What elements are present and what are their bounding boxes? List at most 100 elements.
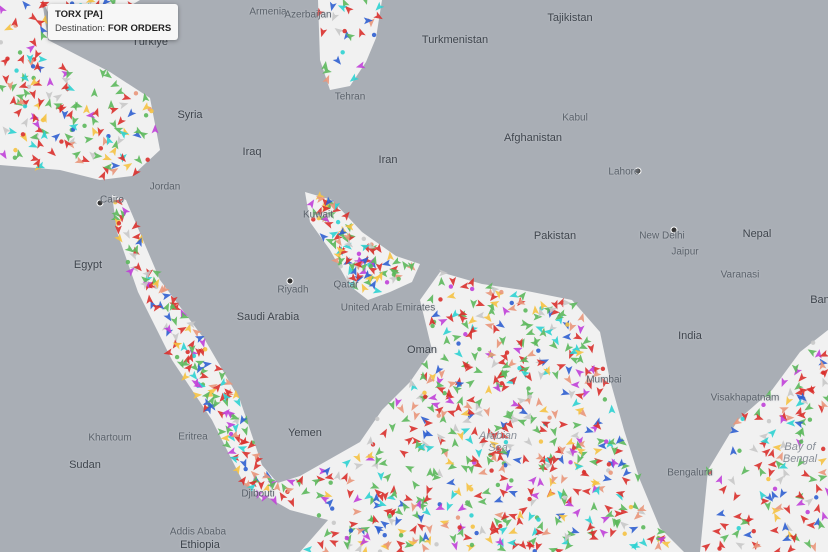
vessel-marker[interactable] xyxy=(124,244,136,255)
vessel-marker[interactable] xyxy=(388,266,399,277)
vessel-marker[interactable] xyxy=(330,506,335,511)
vessel-marker[interactable] xyxy=(104,135,114,146)
vessel-marker[interactable] xyxy=(416,443,426,451)
vessel-marker[interactable] xyxy=(323,219,334,229)
vessel-marker[interactable] xyxy=(565,322,570,327)
vessel-marker[interactable] xyxy=(15,149,24,159)
vessel-marker[interactable] xyxy=(715,474,725,485)
vessel-marker[interactable] xyxy=(118,100,130,110)
vessel-marker[interactable] xyxy=(378,459,388,467)
vessel-marker[interactable] xyxy=(534,528,545,536)
vessel-marker[interactable] xyxy=(507,539,517,547)
vessel-marker[interactable] xyxy=(426,293,437,304)
vessel-marker[interactable] xyxy=(460,319,472,331)
vessel-marker[interactable] xyxy=(528,497,538,508)
vessel-marker[interactable] xyxy=(409,478,421,490)
vessel-marker[interactable] xyxy=(375,262,384,273)
vessel-marker[interactable] xyxy=(772,547,783,552)
vessel-marker[interactable] xyxy=(372,493,380,503)
vessel-marker[interactable] xyxy=(109,79,120,90)
vessel-marker[interactable] xyxy=(117,152,128,164)
vessel-marker[interactable] xyxy=(523,308,528,313)
vessel-marker[interactable] xyxy=(45,91,53,101)
vessel-marker[interactable] xyxy=(488,306,496,316)
vessel-marker[interactable] xyxy=(439,414,447,424)
vessel-marker[interactable] xyxy=(375,270,386,281)
vessel-marker[interactable] xyxy=(473,491,483,500)
vessel-marker[interactable] xyxy=(445,312,457,324)
vessel-marker[interactable] xyxy=(22,98,30,109)
vessel-marker[interactable] xyxy=(393,397,403,408)
vessel-marker[interactable] xyxy=(477,468,488,477)
vessel-marker[interactable] xyxy=(469,286,475,292)
vessel-marker[interactable] xyxy=(131,233,142,241)
vessel-marker[interactable] xyxy=(536,477,545,487)
vessel-marker[interactable] xyxy=(381,259,392,268)
vessel-marker[interactable] xyxy=(98,146,104,151)
vessel-marker[interactable] xyxy=(422,390,427,396)
vessel-marker[interactable] xyxy=(430,310,441,320)
vessel-marker[interactable] xyxy=(364,272,376,284)
vessel-marker[interactable] xyxy=(224,408,236,419)
vessel-marker[interactable] xyxy=(817,455,828,466)
vessel-marker[interactable] xyxy=(818,360,827,370)
vessel-marker[interactable] xyxy=(500,423,511,434)
vessel-marker[interactable] xyxy=(316,194,326,203)
vessel-marker[interactable] xyxy=(805,509,810,515)
vessel-marker[interactable] xyxy=(424,443,436,453)
vessel-marker[interactable] xyxy=(487,350,497,359)
vessel-marker[interactable] xyxy=(145,157,150,162)
vessel-marker[interactable] xyxy=(731,527,742,539)
vessel-marker[interactable] xyxy=(188,345,196,355)
vessel-marker[interactable] xyxy=(495,482,501,488)
vessel-marker[interactable] xyxy=(25,42,37,54)
vessel-marker[interactable] xyxy=(460,359,471,371)
vessel-marker[interactable] xyxy=(498,336,507,346)
vessel-marker[interactable] xyxy=(461,416,472,425)
vessel-marker[interactable] xyxy=(409,523,420,535)
vessel-marker[interactable] xyxy=(344,30,356,42)
vessel-marker[interactable] xyxy=(415,521,427,532)
vessel-marker[interactable] xyxy=(171,339,183,350)
vessel-marker[interactable] xyxy=(506,414,517,425)
vessel-marker[interactable] xyxy=(0,124,11,136)
vessel-marker[interactable] xyxy=(817,473,828,482)
vessel-marker[interactable] xyxy=(331,520,337,525)
vessel-marker[interactable] xyxy=(241,426,250,437)
vessel-marker[interactable] xyxy=(466,315,478,327)
vessel-marker[interactable] xyxy=(35,138,45,149)
vessel-marker[interactable] xyxy=(525,511,536,523)
vessel-marker[interactable] xyxy=(30,154,41,163)
vessel-marker[interactable] xyxy=(400,414,411,425)
vessel-marker[interactable] xyxy=(469,513,474,518)
vessel-marker[interactable] xyxy=(576,440,586,448)
vessel-marker[interactable] xyxy=(481,487,492,497)
vessel-marker[interactable] xyxy=(447,427,458,437)
vessel-marker[interactable] xyxy=(36,97,45,108)
vessel-marker[interactable] xyxy=(378,269,389,278)
vessel-marker[interactable] xyxy=(456,395,466,406)
vessel-marker[interactable] xyxy=(487,291,499,303)
vessel-marker[interactable] xyxy=(484,384,492,395)
vessel-marker[interactable] xyxy=(415,496,425,504)
vessel-marker[interactable] xyxy=(527,394,533,399)
vessel-marker[interactable] xyxy=(434,404,445,416)
vessel-marker[interactable] xyxy=(133,91,139,96)
vessel-marker[interactable] xyxy=(565,366,573,375)
vessel-marker[interactable] xyxy=(437,316,449,326)
vessel-marker[interactable] xyxy=(527,496,532,502)
vessel-marker[interactable] xyxy=(499,289,504,295)
vessel-marker[interactable] xyxy=(566,321,577,333)
vessel-marker[interactable] xyxy=(806,385,816,394)
vessel-marker[interactable] xyxy=(578,342,589,352)
vessel-marker[interactable] xyxy=(737,448,742,453)
vessel-marker[interactable] xyxy=(74,156,86,166)
vessel-marker[interactable] xyxy=(39,0,51,9)
vessel-marker[interactable] xyxy=(398,533,404,538)
vessel-marker[interactable] xyxy=(628,504,634,510)
vessel-marker[interactable] xyxy=(382,471,394,483)
vessel-marker[interactable] xyxy=(506,410,514,420)
vessel-marker[interactable] xyxy=(29,89,38,100)
vessel-marker[interactable] xyxy=(44,98,54,108)
vessel-marker[interactable] xyxy=(328,200,339,212)
